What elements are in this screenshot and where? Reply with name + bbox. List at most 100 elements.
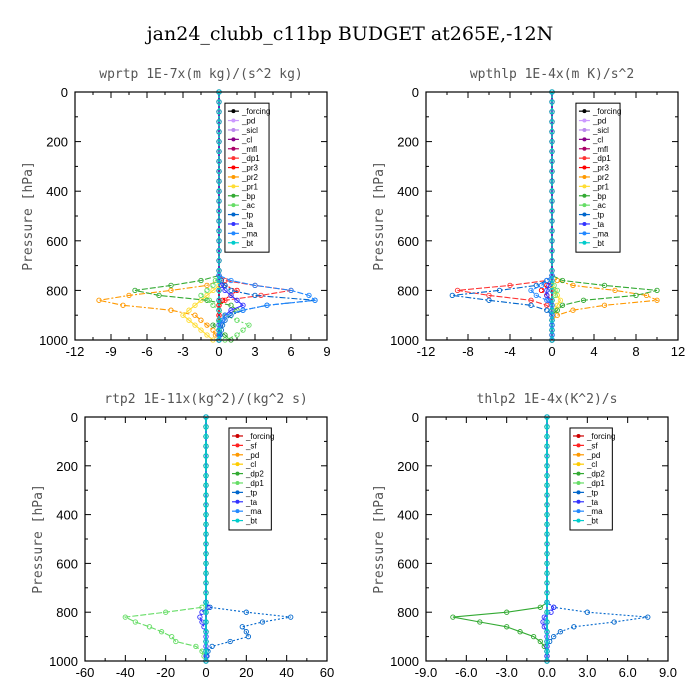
plot-frame xyxy=(425,91,679,341)
legend-marker xyxy=(235,499,240,504)
legend-marker xyxy=(231,156,236,161)
panel-title: thlp2 1E-4x(K^2)/s xyxy=(477,392,618,407)
x-tick-label: 4 xyxy=(590,344,597,359)
data-point xyxy=(239,624,245,630)
legend-marker xyxy=(576,433,581,438)
y-axis-label: Pressure [hPa] xyxy=(372,161,387,271)
legend-entry: _pr3 xyxy=(592,164,610,173)
legend-entry: _sicl xyxy=(592,126,609,135)
data-point xyxy=(544,502,550,508)
x-tick-label: -9 xyxy=(105,344,117,359)
legend-entry: _tp xyxy=(592,211,605,220)
y-tick-label: 200 xyxy=(56,459,78,474)
data-point xyxy=(549,267,555,274)
legend-entry: _forcing xyxy=(592,107,621,116)
data-point xyxy=(544,550,550,557)
x-tick-label: 8 xyxy=(632,344,639,359)
data-point xyxy=(544,590,550,596)
x-tick-label: 0 xyxy=(548,344,555,359)
data-point xyxy=(168,307,174,313)
data-point xyxy=(203,502,209,508)
x-tick-label: -12 xyxy=(417,344,436,359)
data-point xyxy=(544,453,550,459)
data-point xyxy=(216,277,222,284)
series-line-dp1 xyxy=(457,92,553,340)
data-point xyxy=(203,443,209,449)
data-point xyxy=(216,218,222,224)
data-point xyxy=(544,292,550,299)
data-point xyxy=(158,629,165,635)
legend-entry: _tp xyxy=(241,211,254,220)
legend-marker xyxy=(231,221,236,226)
data-point xyxy=(288,614,294,620)
legend-marker xyxy=(576,480,581,485)
x-tick-label: 9 xyxy=(323,344,330,359)
data-point xyxy=(549,109,555,115)
data-point xyxy=(198,327,204,333)
y-tick-label: 0 xyxy=(71,410,78,425)
data-point xyxy=(554,287,560,294)
data-point xyxy=(216,99,222,105)
x-tick-label: -60 xyxy=(76,665,95,680)
y-tick-label: 600 xyxy=(56,556,78,571)
y-tick-label: 400 xyxy=(397,508,419,523)
data-point xyxy=(552,292,558,299)
data-point xyxy=(507,282,513,289)
y-tick-label: 1000 xyxy=(390,654,419,669)
data-point xyxy=(203,619,209,625)
x-tick-label: -4 xyxy=(504,344,516,359)
legend-marker xyxy=(582,193,587,198)
data-point xyxy=(192,312,198,318)
x-tick-label: -3.0 xyxy=(495,665,517,680)
data-point xyxy=(544,531,550,537)
legend-marker xyxy=(576,443,581,448)
data-point xyxy=(193,643,199,650)
data-point xyxy=(645,614,651,620)
data-point xyxy=(222,297,228,303)
data-point xyxy=(186,317,192,323)
data-point xyxy=(216,248,222,254)
data-point xyxy=(240,302,246,308)
y-tick-label: 200 xyxy=(397,459,419,474)
legend-entry: _ma xyxy=(245,507,262,516)
y-tick-label: 400 xyxy=(397,184,419,199)
legend-entry: _ac xyxy=(592,201,606,210)
data-point xyxy=(549,287,555,294)
data-point xyxy=(570,282,576,289)
data-point xyxy=(203,570,209,576)
x-tick-label: -20 xyxy=(156,665,175,680)
data-point xyxy=(544,609,550,615)
data-point xyxy=(496,287,503,294)
data-point xyxy=(168,282,174,289)
data-point xyxy=(549,138,555,145)
data-point xyxy=(549,218,555,224)
legend-entry: _tp xyxy=(586,488,599,497)
data-point xyxy=(203,531,209,537)
data-point xyxy=(549,198,555,204)
data-point xyxy=(199,604,205,610)
data-point xyxy=(549,327,555,333)
data-point xyxy=(240,307,246,313)
data-point xyxy=(216,188,222,194)
y-tick-label: 600 xyxy=(397,556,419,571)
data-point xyxy=(559,277,566,284)
data-point xyxy=(580,297,587,303)
data-point xyxy=(549,238,555,244)
data-point xyxy=(570,307,576,313)
legend-entry: _ta xyxy=(592,220,605,229)
legend-entry: _pr2 xyxy=(592,173,610,182)
plot-frame xyxy=(74,91,328,341)
data-point xyxy=(544,648,550,654)
data-point xyxy=(203,453,209,459)
data-point xyxy=(549,148,555,155)
data-point xyxy=(530,633,537,640)
data-point xyxy=(544,302,550,308)
data-point xyxy=(234,287,240,294)
legend-entry: _mfl xyxy=(592,145,608,154)
legend-entry: _pd xyxy=(586,451,600,460)
y-tick-label: 1000 xyxy=(39,333,68,348)
data-point xyxy=(549,228,555,234)
series-line-dp1 xyxy=(123,417,207,662)
legend-marker xyxy=(582,212,587,217)
legend-marker xyxy=(582,231,587,236)
